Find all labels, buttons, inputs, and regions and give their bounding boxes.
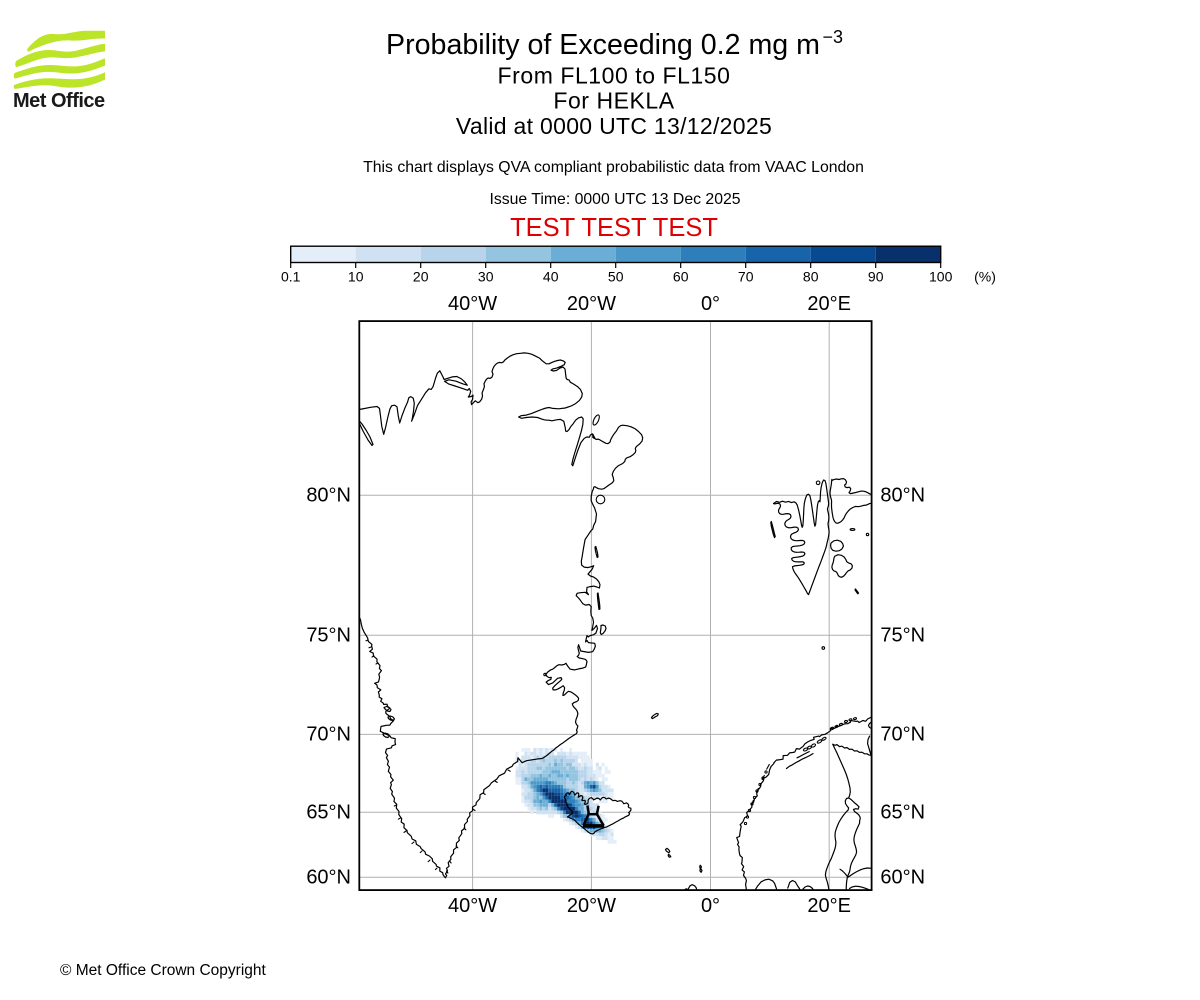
svg-text:Issue Time: 0000 UTC 13 Dec 20: Issue Time: 0000 UTC 13 Dec 2025: [489, 191, 740, 208]
svg-text:60°N: 60°N: [306, 867, 351, 889]
svg-text:60°N: 60°N: [880, 867, 925, 889]
svg-text:65°N: 65°N: [306, 802, 351, 824]
svg-text:70: 70: [738, 269, 754, 285]
svg-text:20°E: 20°E: [807, 293, 851, 315]
svg-text:TEST TEST TEST: TEST TEST TEST: [510, 214, 718, 242]
svg-text:Valid at 0000 UTC 13/12/2025: Valid at 0000 UTC 13/12/2025: [456, 113, 772, 139]
svg-text:75°N: 75°N: [880, 624, 925, 646]
svg-text:90: 90: [868, 269, 884, 285]
svg-text:20°W: 20°W: [567, 895, 616, 917]
svg-text:60: 60: [673, 269, 689, 285]
svg-text:65°N: 65°N: [880, 802, 925, 824]
svg-text:© Met Office Crown Copyright: © Met Office Crown Copyright: [60, 962, 267, 979]
svg-text:0°: 0°: [701, 895, 720, 917]
svg-text:70°N: 70°N: [306, 724, 351, 746]
svg-text:From FL100 to FL150: From FL100 to FL150: [498, 63, 731, 89]
svg-text:100: 100: [929, 269, 953, 285]
svg-text:30: 30: [478, 269, 494, 285]
svg-text:20°W: 20°W: [567, 293, 616, 315]
svg-text:Probability of Exceeding 0.2 m: Probability of Exceeding 0.2 mg m: [386, 29, 820, 61]
svg-text:This chart displays QVA compli: This chart displays QVA compliant probab…: [363, 159, 864, 176]
svg-text:0°: 0°: [701, 293, 720, 315]
svg-text:80°N: 80°N: [306, 485, 351, 507]
svg-text:20°E: 20°E: [807, 895, 851, 917]
svg-text:70°N: 70°N: [880, 724, 925, 746]
svg-text:40°W: 40°W: [448, 293, 497, 315]
svg-text:For HEKLA: For HEKLA: [553, 88, 674, 114]
svg-text:(%): (%): [974, 269, 996, 285]
svg-text:75°N: 75°N: [306, 624, 351, 646]
svg-text:80: 80: [803, 269, 819, 285]
svg-text:−3: −3: [823, 27, 844, 47]
svg-text:80°N: 80°N: [880, 485, 925, 507]
svg-text:40°W: 40°W: [448, 895, 497, 917]
svg-text:40: 40: [543, 269, 559, 285]
svg-text:20: 20: [413, 269, 429, 285]
svg-text:Met Office: Met Office: [13, 90, 105, 112]
svg-text:10: 10: [348, 269, 364, 285]
svg-text:0.1: 0.1: [281, 269, 301, 285]
svg-text:50: 50: [608, 269, 624, 285]
